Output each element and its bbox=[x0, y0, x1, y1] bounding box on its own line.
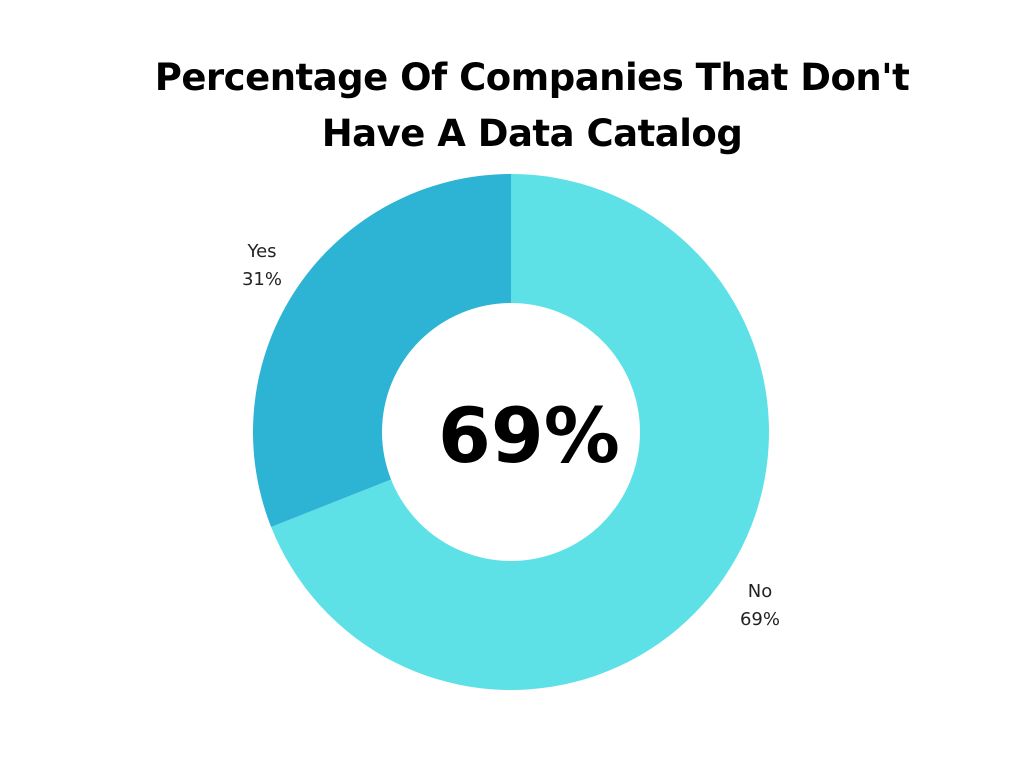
slice-value-no: 69% bbox=[740, 609, 780, 630]
slice-label-yes: Yes bbox=[246, 241, 276, 262]
slice-label-no: No bbox=[748, 581, 772, 602]
slice-value-yes: 31% bbox=[242, 269, 282, 290]
slice-labels: No 69% Yes 31% bbox=[242, 241, 780, 630]
donut-hole bbox=[382, 303, 640, 561]
chart-title: Percentage Of Companies That Don't Have … bbox=[154, 56, 910, 155]
center-value-label: 69% bbox=[438, 391, 620, 480]
